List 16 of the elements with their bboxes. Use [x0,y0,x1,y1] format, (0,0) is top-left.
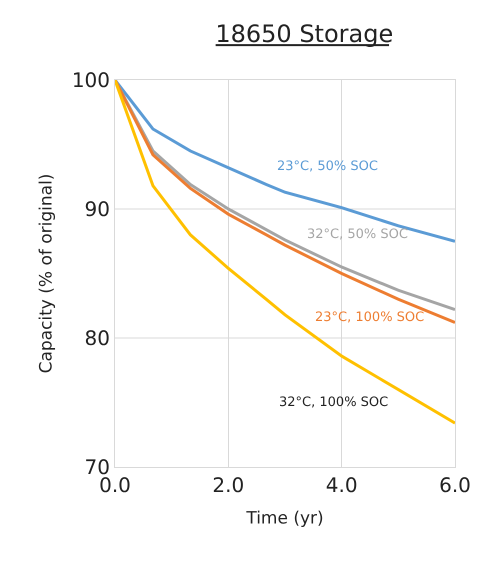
line-series [115,80,455,425]
series-label: 23°C, 100% SOC [315,310,424,325]
series-label: 32°C, 50% SOC [307,227,408,242]
y-tick-label: 90 [84,197,110,221]
x-tick-label: 6.0 [439,473,471,497]
y-tick-label: 80 [84,326,110,350]
series-label: 32°C, 100% SOC [279,395,388,410]
x-tick-label: 0.0 [99,473,131,497]
series-label: 23°C, 50% SOC [277,159,378,174]
x-axis-title: Time (yr) [245,508,324,528]
chart-title: 18650 Storage [215,20,394,48]
line-series [115,80,455,243]
x-tick-label: 2.0 [212,473,244,497]
x-tick-label: 4.0 [326,473,358,497]
y-axis-title: Capacity (% of original) [36,174,56,374]
y-tick-label: 100 [72,68,110,92]
